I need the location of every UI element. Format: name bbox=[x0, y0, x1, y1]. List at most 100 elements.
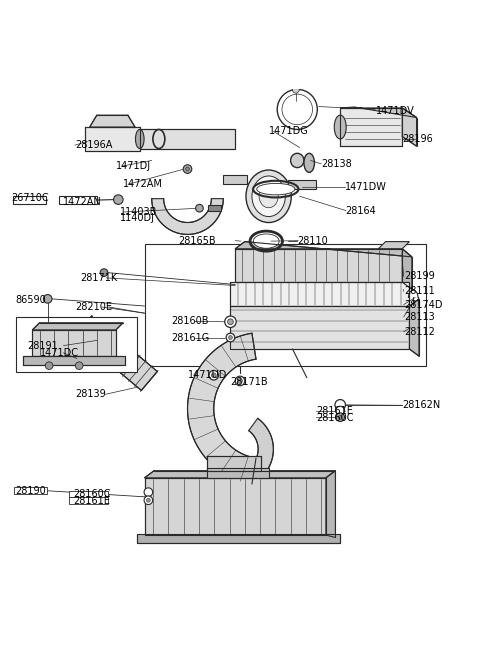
Polygon shape bbox=[144, 471, 336, 478]
Text: 1471DV: 1471DV bbox=[376, 106, 415, 116]
Text: 1472AM: 1472AM bbox=[123, 179, 163, 189]
Text: 28171K: 28171K bbox=[80, 273, 118, 283]
Circle shape bbox=[282, 94, 312, 124]
Text: 28161E: 28161E bbox=[316, 405, 353, 415]
Circle shape bbox=[45, 362, 53, 369]
Circle shape bbox=[196, 204, 203, 212]
Polygon shape bbox=[90, 115, 135, 127]
Bar bbox=[16, 318, 137, 372]
Text: 1471UD: 1471UD bbox=[188, 370, 227, 380]
Ellipse shape bbox=[135, 130, 144, 149]
Polygon shape bbox=[144, 478, 326, 535]
Polygon shape bbox=[140, 130, 235, 149]
Text: 28160B: 28160B bbox=[171, 316, 208, 326]
Circle shape bbox=[228, 319, 233, 325]
Bar bbox=[69, 491, 108, 497]
Polygon shape bbox=[230, 306, 409, 349]
Text: 28190: 28190 bbox=[16, 486, 47, 496]
Polygon shape bbox=[402, 249, 412, 290]
Polygon shape bbox=[33, 330, 116, 356]
Circle shape bbox=[277, 89, 317, 130]
Circle shape bbox=[146, 498, 150, 502]
Circle shape bbox=[43, 295, 52, 303]
Circle shape bbox=[235, 376, 245, 386]
Polygon shape bbox=[137, 534, 340, 543]
Text: 28199: 28199 bbox=[405, 271, 435, 282]
Polygon shape bbox=[33, 323, 123, 330]
Text: 28161G: 28161G bbox=[171, 333, 209, 343]
Polygon shape bbox=[235, 249, 402, 282]
Text: 28139: 28139 bbox=[75, 389, 106, 400]
Bar bbox=[59, 196, 97, 204]
Text: 28174D: 28174D bbox=[405, 299, 443, 310]
Polygon shape bbox=[223, 175, 247, 184]
Bar bbox=[69, 497, 108, 504]
Polygon shape bbox=[249, 419, 274, 480]
Bar bbox=[14, 487, 47, 494]
Polygon shape bbox=[75, 316, 157, 390]
Circle shape bbox=[114, 195, 123, 204]
Text: 28160C: 28160C bbox=[316, 413, 354, 422]
Text: 28210E: 28210E bbox=[75, 302, 112, 312]
Circle shape bbox=[226, 333, 235, 342]
Polygon shape bbox=[288, 179, 316, 189]
Text: 28191: 28191 bbox=[28, 341, 59, 350]
Polygon shape bbox=[207, 205, 221, 211]
Polygon shape bbox=[340, 107, 417, 117]
Text: 28160C: 28160C bbox=[73, 489, 110, 499]
Text: 1472AN: 1472AN bbox=[63, 196, 102, 206]
Circle shape bbox=[211, 373, 216, 378]
Text: 1471DW: 1471DW bbox=[345, 181, 387, 192]
Polygon shape bbox=[235, 242, 412, 257]
Ellipse shape bbox=[253, 234, 279, 248]
Text: 1471DC: 1471DC bbox=[39, 348, 79, 358]
Text: 1471DG: 1471DG bbox=[269, 126, 308, 136]
Circle shape bbox=[238, 379, 242, 383]
Ellipse shape bbox=[304, 153, 314, 172]
Polygon shape bbox=[85, 127, 140, 151]
Text: 28112: 28112 bbox=[405, 327, 435, 337]
Ellipse shape bbox=[246, 170, 291, 223]
Text: 28138: 28138 bbox=[321, 159, 352, 169]
Text: 28161E: 28161E bbox=[73, 496, 110, 506]
Circle shape bbox=[338, 415, 342, 419]
Ellipse shape bbox=[290, 153, 304, 168]
Polygon shape bbox=[152, 198, 223, 234]
Circle shape bbox=[336, 406, 345, 415]
Text: 28164: 28164 bbox=[345, 206, 376, 215]
Ellipse shape bbox=[259, 185, 278, 208]
Polygon shape bbox=[230, 282, 409, 306]
Circle shape bbox=[209, 371, 218, 380]
Circle shape bbox=[335, 400, 346, 410]
Text: 26710C: 26710C bbox=[11, 193, 48, 202]
Polygon shape bbox=[402, 108, 417, 146]
Circle shape bbox=[186, 167, 190, 171]
Polygon shape bbox=[23, 356, 125, 365]
Text: 1471DJ: 1471DJ bbox=[116, 161, 151, 171]
Circle shape bbox=[75, 362, 83, 369]
Polygon shape bbox=[378, 242, 409, 249]
Circle shape bbox=[144, 488, 153, 496]
Text: 28171B: 28171B bbox=[230, 377, 268, 387]
Text: 86590: 86590 bbox=[16, 295, 47, 305]
Circle shape bbox=[292, 86, 299, 93]
Polygon shape bbox=[340, 108, 402, 146]
Ellipse shape bbox=[252, 176, 285, 217]
Text: 28196A: 28196A bbox=[75, 140, 113, 150]
Polygon shape bbox=[188, 333, 256, 484]
Text: 28110: 28110 bbox=[297, 236, 328, 246]
Circle shape bbox=[225, 316, 236, 328]
Circle shape bbox=[144, 496, 153, 504]
Text: 28196: 28196 bbox=[402, 134, 433, 144]
Polygon shape bbox=[206, 457, 262, 471]
Text: 1140DJ: 1140DJ bbox=[120, 213, 155, 223]
Text: 11403B: 11403B bbox=[120, 206, 157, 217]
Ellipse shape bbox=[334, 115, 346, 139]
Polygon shape bbox=[326, 471, 336, 538]
Ellipse shape bbox=[257, 183, 295, 195]
Circle shape bbox=[100, 269, 108, 276]
Circle shape bbox=[228, 335, 232, 339]
Polygon shape bbox=[409, 299, 419, 356]
Bar bbox=[144, 244, 426, 365]
Circle shape bbox=[336, 413, 345, 422]
